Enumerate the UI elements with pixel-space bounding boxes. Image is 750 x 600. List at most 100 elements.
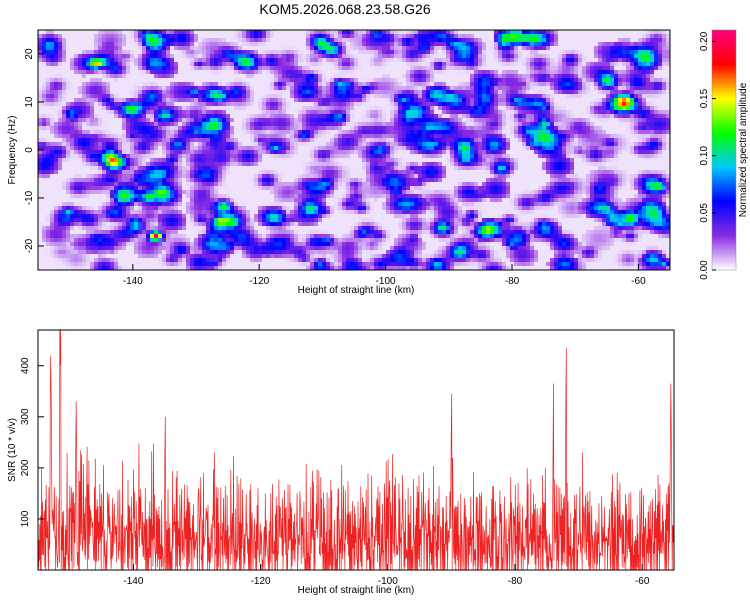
heatmap-cell — [198, 142, 203, 147]
heatmap-cell — [306, 46, 311, 51]
heatmap-cell — [70, 50, 75, 55]
heatmap-cell — [366, 66, 371, 71]
heatmap-cell — [70, 70, 75, 75]
heatmap-cell — [358, 114, 363, 119]
heatmap-cell — [210, 86, 215, 91]
heatmap-cell — [46, 82, 51, 87]
heatmap-cell — [242, 86, 247, 91]
heatmap-cell — [434, 74, 439, 79]
heatmap-cell — [626, 66, 631, 71]
heatmap-cell — [238, 134, 243, 139]
heatmap-cell — [522, 86, 527, 91]
heatmap-cell — [110, 118, 115, 123]
heatmap-cell — [442, 82, 447, 87]
heatmap-cell — [466, 102, 471, 107]
heatmap-cell — [618, 46, 623, 51]
heatmap-cell — [358, 74, 363, 79]
heatmap-cell — [342, 138, 347, 143]
heatmap-cell — [246, 118, 251, 123]
heatmap-cell — [222, 146, 227, 151]
heatmap-cell — [234, 34, 239, 39]
heatmap-cell — [662, 62, 667, 67]
heatmap-cell — [198, 82, 203, 87]
heatmap-cell — [642, 114, 647, 119]
heatmap-cell — [86, 98, 91, 103]
heatmap-cell — [214, 138, 219, 143]
heatmap-cell — [326, 38, 331, 43]
heatmap-cell — [598, 110, 603, 115]
heatmap-cell — [78, 122, 83, 127]
heatmap-cell — [158, 38, 163, 43]
heatmap-cell — [378, 46, 383, 51]
heatmap-cell — [618, 122, 623, 127]
heatmap-cell — [174, 82, 179, 87]
heatmap-cell — [558, 54, 563, 59]
heatmap-cell — [362, 82, 367, 87]
heatmap-cell — [626, 38, 631, 43]
heatmap-cell — [494, 90, 499, 95]
heatmap-cell — [530, 30, 535, 35]
heatmap-cell — [638, 118, 643, 123]
heatmap-cell — [278, 90, 283, 95]
heatmap-cell — [470, 82, 475, 87]
heatmap-cell — [638, 94, 643, 99]
heatmap-cell — [202, 122, 207, 127]
heatmap-cell — [146, 134, 151, 139]
heatmap-cell — [350, 82, 355, 87]
heatmap-cell — [602, 146, 607, 151]
heatmap-cell — [298, 118, 303, 123]
heatmap-cell — [254, 70, 259, 75]
heatmap-cell — [338, 30, 343, 35]
heatmap-cell — [94, 34, 99, 39]
heatmap-cell — [210, 50, 215, 55]
heatmap-cell — [46, 30, 51, 35]
heatmap-cell — [554, 146, 559, 151]
heatmap-cell — [570, 38, 575, 43]
heatmap-cell — [322, 118, 327, 123]
heatmap-cell — [326, 118, 331, 123]
heatmap-cell — [518, 86, 523, 91]
heatmap-cell — [566, 130, 571, 135]
heatmap-cell — [302, 142, 307, 147]
heatmap-cell — [38, 98, 43, 103]
heatmap-cell — [318, 70, 323, 75]
heatmap-cell — [594, 126, 599, 131]
heatmap-cell — [70, 134, 75, 139]
heatmap-cell — [270, 98, 275, 103]
heatmap-cell — [286, 154, 291, 159]
heatmap-cell — [346, 78, 351, 83]
heatmap-cell — [306, 38, 311, 43]
heatmap-cell — [322, 62, 327, 67]
heatmap-cell — [630, 114, 635, 119]
heatmap-cell — [654, 70, 659, 75]
heatmap-cell — [142, 78, 147, 83]
heatmap-cell — [634, 146, 639, 151]
heatmap-cell — [106, 58, 111, 63]
heatmap-cell — [174, 66, 179, 71]
heatmap-cell — [178, 38, 183, 43]
heatmap-cell — [70, 102, 75, 107]
heatmap-cell — [318, 78, 323, 83]
heatmap-cell — [350, 50, 355, 55]
heatmap-cell — [98, 78, 103, 83]
heatmap-cell — [378, 142, 383, 147]
heatmap-cell — [402, 118, 407, 123]
heatmap-cell — [514, 134, 519, 139]
heatmap-cell — [38, 110, 43, 115]
heatmap-cell — [290, 70, 295, 75]
heatmap-cell — [422, 74, 427, 79]
heatmap-cell — [382, 78, 387, 83]
heatmap-cell — [274, 94, 279, 99]
heatmap-cell — [526, 110, 531, 115]
heatmap-cell — [630, 142, 635, 147]
heatmap-cell — [62, 34, 67, 39]
heatmap-cell — [526, 54, 531, 59]
heatmap-cell — [562, 146, 567, 151]
heatmap-cell — [250, 46, 255, 51]
heatmap-cell — [622, 106, 627, 111]
heatmap-cell — [614, 138, 619, 143]
heatmap-cell — [466, 110, 471, 115]
heatmap-cell — [478, 54, 483, 59]
heatmap-cell — [638, 110, 643, 115]
heatmap-cell — [338, 34, 343, 39]
